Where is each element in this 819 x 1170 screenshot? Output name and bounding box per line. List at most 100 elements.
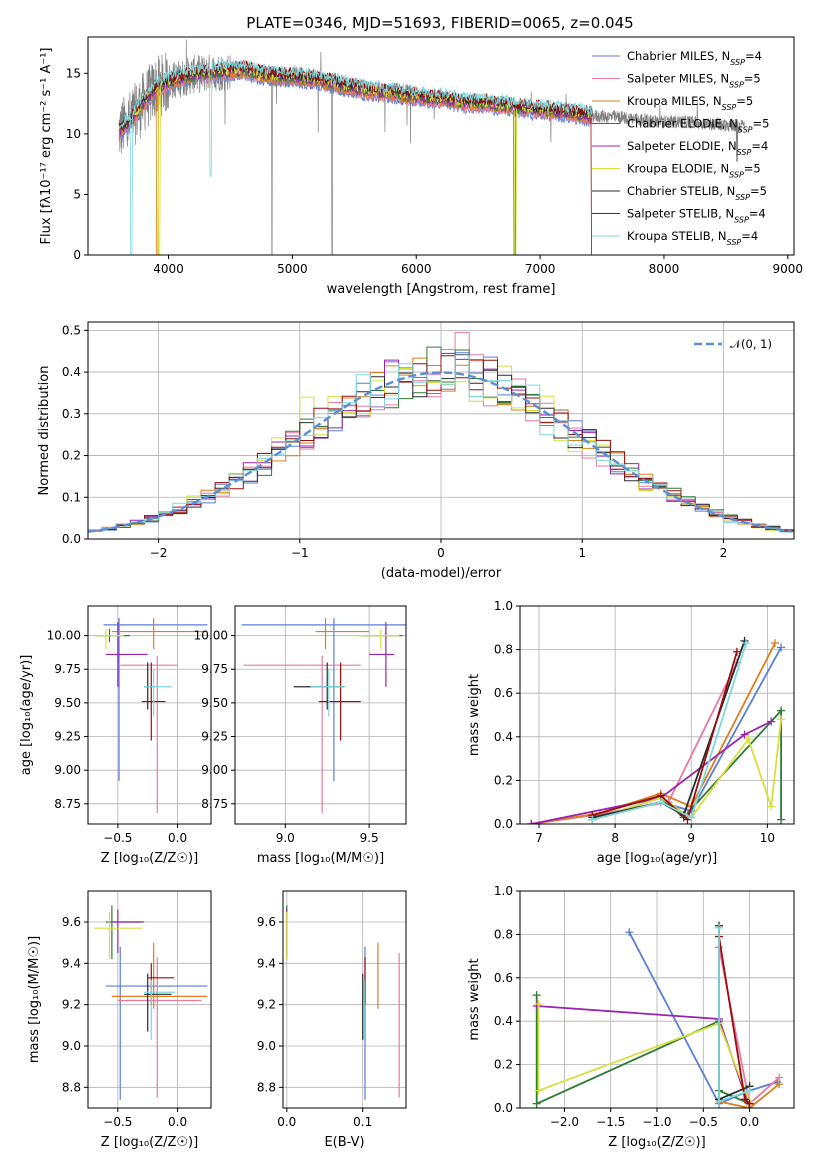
point-kroupa-elodie [355, 628, 400, 650]
axes-frame [87, 890, 212, 1109]
panel-age-vs-mass: 9.0 9.5 8.75 9.00 9.25 9.50 9.75 10.00 mass [log… [194, 605, 407, 866]
weight-marker [775, 1080, 784, 1089]
weight-marker [715, 923, 724, 932]
weight-marker [687, 813, 696, 822]
point-kroupa-stelib [144, 979, 176, 1040]
point-kroupa-miles [111, 942, 208, 1009]
y-tick-label: 8.75 [54, 797, 81, 811]
weight-marker [777, 715, 786, 724]
point-chabrier-miles [103, 618, 208, 781]
x-tick-label: 2 [720, 546, 728, 560]
y-tick-label: 10.00 [194, 629, 228, 643]
point-kroupa-miles [111, 618, 208, 650]
weight-marker [625, 928, 634, 937]
x-tick-label: 9000 [773, 262, 804, 276]
x-tick-label: 8000 [649, 262, 680, 276]
point-kroupa-stelib [144, 669, 172, 717]
y-axis-label: mass [log₁₀(M/M☉)] [27, 936, 42, 1063]
y-tick-label: 9.00 [54, 763, 81, 777]
legend-label: Chabrier MILES, NSSP=4 [627, 49, 762, 67]
axes-frame [519, 890, 795, 1109]
y-tick-label: 0.3 [62, 407, 81, 421]
point-salpeter-elodie [369, 622, 395, 687]
y-axis-label: mass weight [467, 674, 482, 756]
plot-area [527, 636, 786, 824]
normal-curve [88, 371, 792, 533]
legend: Chabrier MILES, NSSP=4 Salpeter MILES, NS… [592, 49, 769, 247]
x-tick-label: 0.0 [168, 831, 187, 845]
y-tick-label: 9.75 [54, 662, 81, 676]
y-tick-label: 0.1 [62, 490, 81, 504]
y-tick-label: 8.75 [201, 797, 228, 811]
legend-label: 𝒩(0, 1) [730, 337, 772, 351]
y-tick-label: 9.4 [257, 956, 276, 970]
panel-mass-vs-Z: −0.5 0.0 8.8 9.0 9.2 9.4 9.6 Z [log₁₀(Z/Z☉)] mas… [27, 890, 212, 1150]
point-chabrier-stelib [144, 973, 172, 1032]
series-salpeter-elodie [532, 1002, 754, 1108]
x-tick-label: 7000 [525, 262, 556, 276]
axes-frame [234, 605, 407, 825]
y-tick-label: 1.0 [494, 884, 513, 898]
x-tick-label: 1 [578, 546, 586, 560]
weight-marker [532, 1099, 541, 1108]
x-tick-label: −0.5 [689, 1115, 718, 1129]
point-kroupa-elodie [93, 911, 142, 960]
point-salpeter-miles [120, 655, 178, 814]
point-kroupa-stelib [310, 669, 346, 717]
x-tick-label: −2 [150, 546, 168, 560]
y-tick-label: 0.6 [494, 971, 513, 985]
panel-mass-vs-EBV: 0.0 0.1 8.8 9.0 9.2 9.4 9.6 E(B-V) [257, 890, 407, 1150]
legend-label: Salpeter MILES, NSSP=5 [627, 72, 761, 90]
axes-frame [282, 890, 407, 1109]
weight-line [718, 927, 780, 1108]
weight-line [592, 642, 747, 821]
y-tick-label: 10.00 [47, 629, 81, 643]
x-axis-label: Z [log₁₀(Z/Z☉)] [101, 1135, 198, 1150]
plot-area [532, 921, 784, 1108]
weight-line [535, 995, 750, 1106]
y-tick-label: 0.8 [494, 643, 513, 657]
y-axis-label: Normed distribution [37, 366, 52, 496]
series-salpeter-elodie [527, 717, 776, 824]
x-tick-label: 0 [437, 546, 445, 560]
weight-line [718, 927, 750, 1103]
weight-line [718, 947, 780, 1106]
x-axis-label: age [log₁₀(age/yr)] [597, 851, 718, 866]
weight-marker [740, 730, 749, 739]
panel-weight-vs-Z: −2.0 −1.5 −1.0 −0.5 0.0 0.0 0.2 0.4 0.6 0.8 1.0 Z [… [467, 884, 795, 1150]
legend: 𝒩(0, 1) [694, 337, 772, 351]
panel-age-vs-Z: −0.5 0.0 8.75 9.00 9.25 9.50 9.75 10.00 Z [log₁₀… [19, 605, 212, 866]
weight-marker [534, 1086, 543, 1095]
point-salpeter-elodie [111, 909, 142, 953]
axes-frame [87, 321, 795, 540]
weight-marker [745, 1086, 754, 1095]
panel-residuals: −2 −1 0 1 2 0.0 0.1 0.2 0.3 0.4 0.5 (data-model)/er… [37, 321, 795, 581]
plot-area [118, 39, 745, 255]
y-tick-label: 9.4 [62, 956, 81, 970]
plot-area [241, 618, 406, 814]
x-tick-label: 4000 [153, 262, 184, 276]
y-tick-label: 0.6 [494, 686, 513, 700]
panel-spectrum: 4000 5000 6000 7000 8000 9000 0 5 10 15 wavelength… [39, 36, 804, 297]
y-tick-label: 0.2 [494, 1058, 513, 1072]
point-kroupa-elodie [93, 628, 124, 650]
y-tick-label: 8.8 [257, 1080, 276, 1094]
weight-marker [532, 991, 541, 1000]
weight-marker [715, 1097, 724, 1106]
weight-line [718, 925, 750, 1101]
x-tick-label: 9.0 [276, 831, 295, 845]
legend-label: Chabrier STELIB, NSSP=5 [627, 184, 767, 202]
figure-title: PLATE=0346, MJD=51693, FIBERID=0065, z=0… [246, 14, 633, 32]
x-tick-label: 0.1 [353, 1115, 372, 1129]
weight-marker [656, 798, 665, 807]
y-tick-label: 0 [73, 248, 81, 262]
x-axis-label: Z [log₁₀(Z/Z☉)] [101, 851, 198, 866]
y-tick-label: 9.6 [257, 915, 276, 929]
weight-marker [742, 639, 751, 648]
panel-weight-vs-age: 7 8 9 10 0.0 0.2 0.4 0.6 0.8 1.0 age [log₁₀(age/yr… [467, 599, 795, 866]
weight-line [531, 662, 738, 824]
legend-label: Kroupa ELODIE, NSSP=5 [627, 162, 761, 180]
x-tick-label: 0.0 [168, 1115, 187, 1129]
weight-marker [744, 734, 753, 743]
